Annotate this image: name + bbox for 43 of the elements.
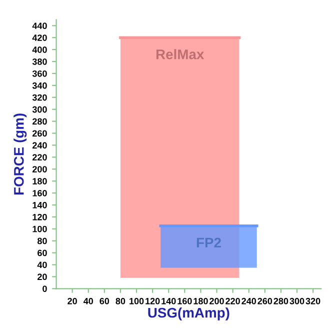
y-tick-label: 240 (32, 142, 47, 149)
y-tick-label: 180 (32, 178, 47, 184)
y-tick-label: 220 (32, 154, 47, 161)
x-tick-label: 300 (290, 298, 304, 304)
y-tick-label: 300 (32, 106, 47, 113)
y-tick-label: 80 (37, 238, 47, 244)
y-tick-label: 320 (32, 94, 47, 101)
y-tick-label: 120 (32, 214, 47, 220)
series-label: FP2 (196, 238, 221, 248)
x-tick-label: 120 (146, 298, 160, 304)
x-tick-label: 320 (306, 298, 320, 304)
y-tick-label: 360 (32, 70, 47, 77)
x-tick-label: 260 (258, 298, 272, 304)
y-tick-label: 160 (32, 190, 47, 196)
x-tick-label: 240 (242, 298, 256, 304)
x-tick-label: 140 (162, 298, 176, 304)
x-tick-label: 280 (274, 298, 288, 304)
y-tick-label: 280 (32, 118, 47, 125)
x-tick-label: 100 (130, 298, 144, 304)
x-tick-label: 60 (100, 298, 110, 304)
y-tick-label: 400 (32, 46, 47, 53)
y-tick-label: 0 (42, 286, 47, 292)
y-axis-title: FORCE (gm) (14, 114, 27, 195)
x-tick-label: 200 (210, 298, 224, 304)
y-tick-label: 60 (38, 250, 47, 256)
y-tick-label: 380 (32, 58, 47, 65)
y-tick-label: 420 (32, 34, 47, 41)
x-tick-label: 20 (68, 298, 77, 304)
y-tick-label: 140 (32, 202, 47, 208)
x-tick-label: 80 (116, 298, 126, 304)
y-tick-label: 200 (32, 166, 47, 172)
x-axis-title: USG(mAmp) (148, 307, 230, 320)
y-tick-label: 20 (38, 274, 47, 280)
y-tick-label: 440 (32, 22, 47, 30)
x-tick-label: 40 (83, 298, 94, 304)
x-tick-label: 160 (178, 298, 192, 304)
y-tick-label: 100 (32, 226, 47, 232)
y-tick-label: 340 (32, 82, 47, 89)
x-tick-label: 220 (226, 298, 240, 304)
series-label: RelMax (156, 49, 204, 60)
y-tick-label: 40 (37, 262, 47, 268)
x-tick-label: 180 (194, 298, 208, 304)
y-tick-label: 260 (32, 130, 47, 137)
